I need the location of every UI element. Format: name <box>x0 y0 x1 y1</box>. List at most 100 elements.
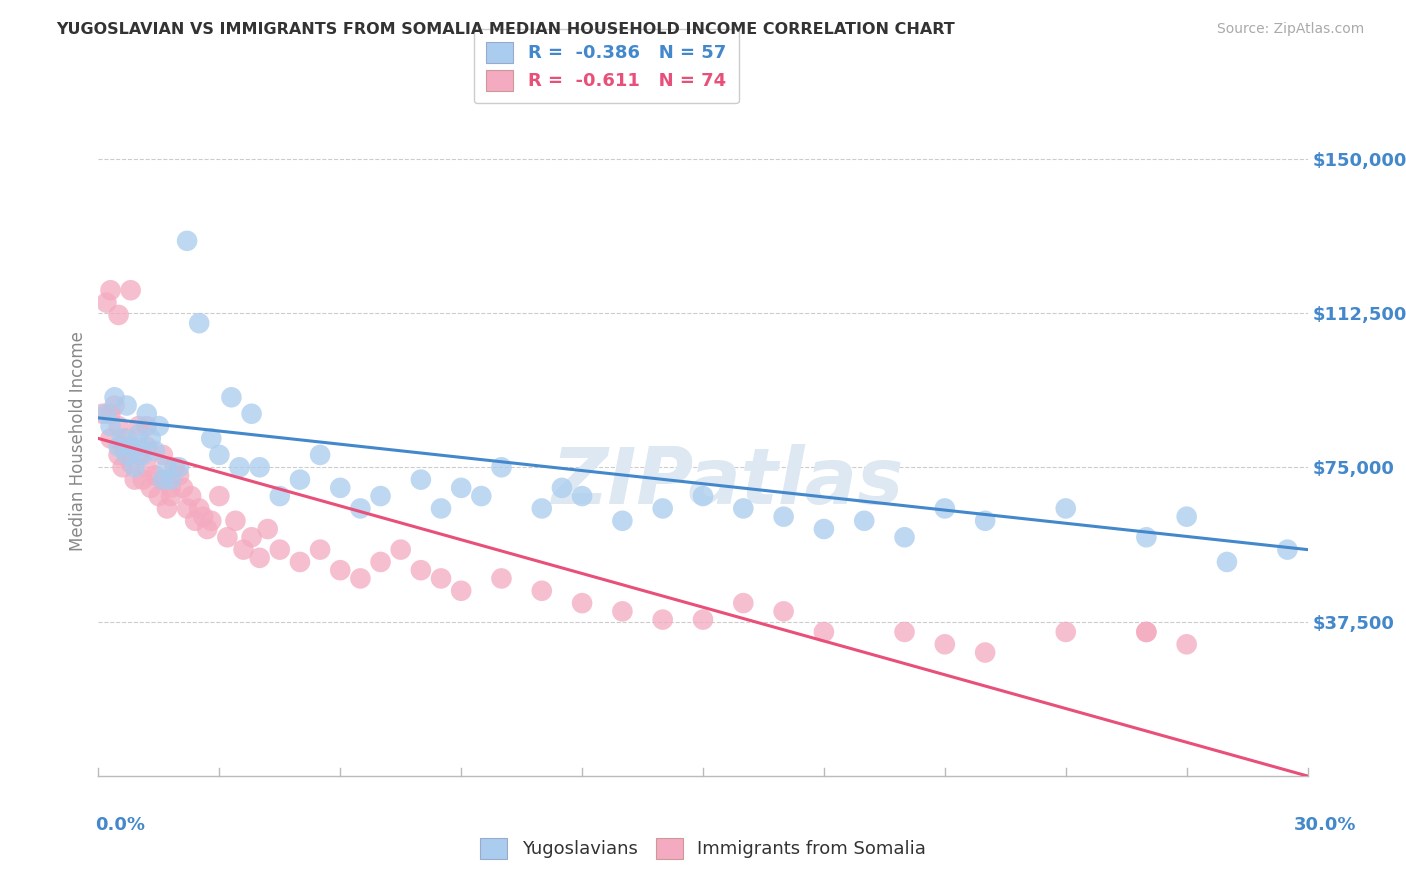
Point <box>91 407 114 421</box>
Point <box>100 407 122 421</box>
Point <box>571 596 593 610</box>
Point <box>349 571 371 585</box>
Point <box>103 399 125 413</box>
Point <box>120 456 142 470</box>
Point <box>934 637 956 651</box>
Point <box>163 460 186 475</box>
Point <box>184 514 207 528</box>
Point <box>651 613 673 627</box>
Text: 0.0%: 0.0% <box>96 816 146 834</box>
Point <box>156 501 179 516</box>
Point <box>974 514 997 528</box>
Point <box>143 468 166 483</box>
Point <box>1216 555 1239 569</box>
Point <box>152 473 174 487</box>
Point <box>107 419 129 434</box>
Point <box>370 489 392 503</box>
Point <box>124 460 146 475</box>
Point <box>120 440 142 454</box>
Point <box>430 501 453 516</box>
Point <box>612 604 634 618</box>
Point <box>232 542 254 557</box>
Point <box>176 501 198 516</box>
Point <box>135 460 157 475</box>
Point <box>115 448 138 462</box>
Point <box>450 481 472 495</box>
Point <box>470 489 492 503</box>
Point <box>249 550 271 565</box>
Point <box>1135 624 1157 639</box>
Point <box>115 432 138 446</box>
Point <box>772 509 794 524</box>
Point <box>100 283 122 297</box>
Point <box>309 448 332 462</box>
Point <box>249 460 271 475</box>
Point <box>430 571 453 585</box>
Point <box>1135 530 1157 544</box>
Point <box>139 432 162 446</box>
Point <box>135 440 157 454</box>
Point <box>96 295 118 310</box>
Point <box>329 481 352 495</box>
Point <box>135 407 157 421</box>
Point <box>309 542 332 557</box>
Point <box>143 443 166 458</box>
Point <box>1135 624 1157 639</box>
Point <box>160 481 183 495</box>
Point <box>208 448 231 462</box>
Point <box>160 489 183 503</box>
Point <box>100 432 122 446</box>
Point <box>156 460 179 475</box>
Point <box>772 604 794 618</box>
Point <box>530 501 553 516</box>
Point <box>111 432 134 446</box>
Point <box>450 583 472 598</box>
Y-axis label: Median Household Income: Median Household Income <box>69 332 87 551</box>
Text: Source: ZipAtlas.com: Source: ZipAtlas.com <box>1216 22 1364 37</box>
Point <box>813 522 835 536</box>
Point <box>551 481 574 495</box>
Point <box>240 530 263 544</box>
Point <box>893 624 915 639</box>
Point <box>167 468 190 483</box>
Point <box>370 555 392 569</box>
Point <box>152 448 174 462</box>
Point <box>107 440 129 454</box>
Point <box>1175 509 1198 524</box>
Point <box>152 473 174 487</box>
Point <box>329 563 352 577</box>
Point <box>107 448 129 462</box>
Point <box>409 563 432 577</box>
Point <box>128 419 150 434</box>
Point <box>349 501 371 516</box>
Point <box>612 514 634 528</box>
Point <box>409 473 432 487</box>
Point <box>180 489 202 503</box>
Point <box>96 407 118 421</box>
Point <box>128 440 150 454</box>
Point <box>1054 624 1077 639</box>
Point <box>100 419 122 434</box>
Point <box>148 489 170 503</box>
Legend: R =  -0.386   N = 57, R =  -0.611   N = 74: R = -0.386 N = 57, R = -0.611 N = 74 <box>474 29 738 103</box>
Point <box>228 460 250 475</box>
Point <box>692 613 714 627</box>
Point <box>893 530 915 544</box>
Point <box>139 481 162 495</box>
Point <box>195 522 218 536</box>
Point <box>160 473 183 487</box>
Point <box>934 501 956 516</box>
Point <box>124 473 146 487</box>
Point <box>256 522 278 536</box>
Point <box>389 542 412 557</box>
Point <box>491 460 513 475</box>
Point <box>208 489 231 503</box>
Text: YUGOSLAVIAN VS IMMIGRANTS FROM SOMALIA MEDIAN HOUSEHOLD INCOME CORRELATION CHART: YUGOSLAVIAN VS IMMIGRANTS FROM SOMALIA M… <box>56 22 955 37</box>
Point <box>132 473 155 487</box>
Point <box>288 555 311 569</box>
Point <box>733 596 755 610</box>
Point <box>269 489 291 503</box>
Point <box>115 399 138 413</box>
Point <box>120 440 142 454</box>
Point <box>188 316 211 330</box>
